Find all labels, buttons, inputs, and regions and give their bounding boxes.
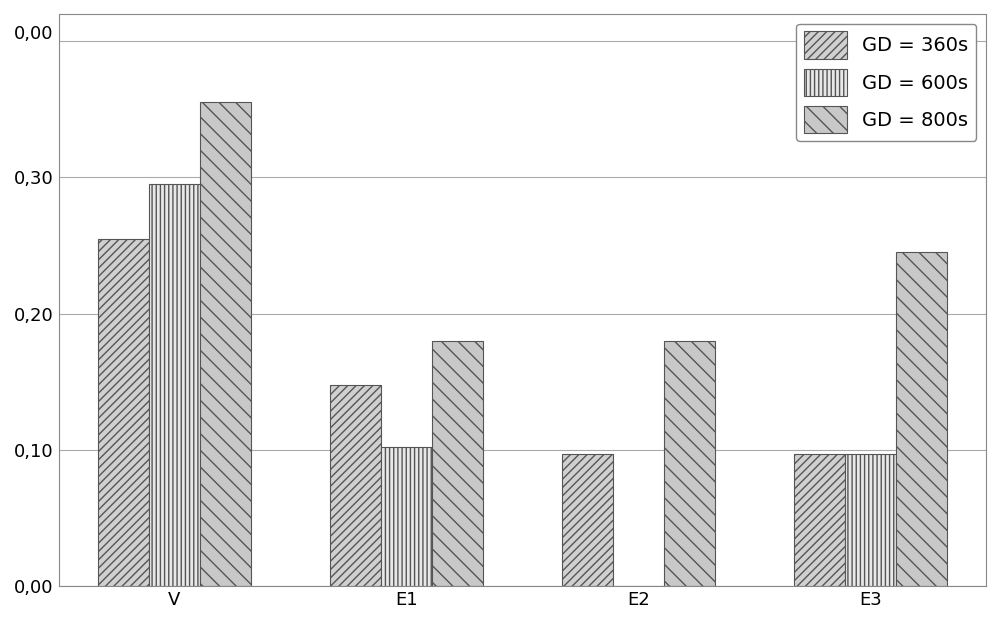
- Text: 0,00: 0,00: [14, 26, 54, 44]
- Bar: [432, 341, 483, 586]
- Bar: [664, 341, 715, 586]
- Bar: [330, 384, 381, 586]
- Bar: [98, 239, 149, 586]
- Bar: [381, 447, 432, 586]
- Bar: [896, 252, 947, 586]
- Bar: [794, 454, 845, 586]
- Legend: GD = 360s, GD = 600s, GD = 800s: GD = 360s, GD = 600s, GD = 800s: [796, 24, 976, 141]
- Bar: [200, 102, 251, 586]
- Bar: [845, 454, 896, 586]
- Bar: [149, 184, 200, 586]
- Bar: [562, 454, 613, 586]
